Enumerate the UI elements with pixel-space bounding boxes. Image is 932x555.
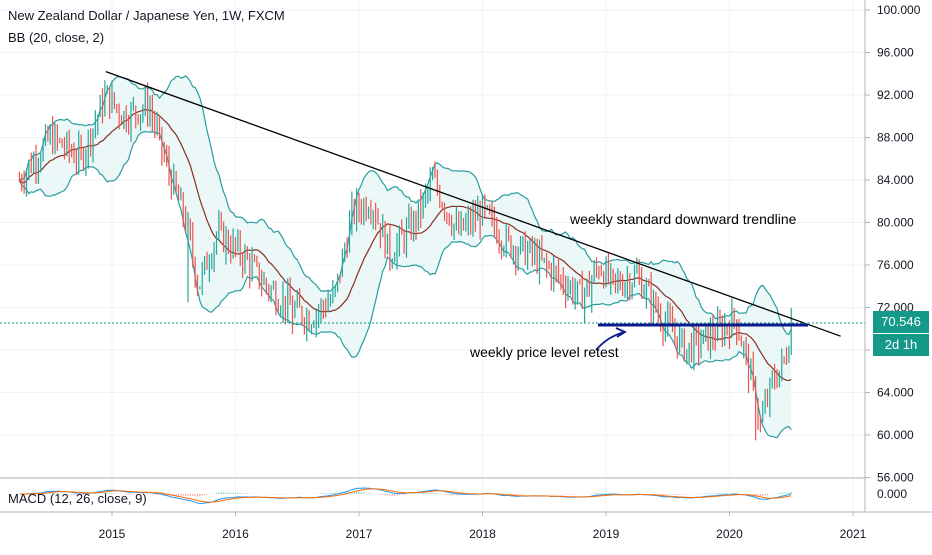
- price-axis-label: 76.000: [877, 258, 914, 272]
- candles[interactable]: [18, 80, 792, 441]
- price-axis-label: 84.000: [877, 173, 914, 187]
- time-axis-label: 2021: [840, 527, 867, 541]
- price-axis-label: 92.000: [877, 88, 914, 102]
- current-price-tag: 70.546: [873, 311, 929, 333]
- price-axis-label: 96.000: [877, 46, 914, 60]
- bollinger-bands: [18, 75, 792, 439]
- price-axis-label: 100.000: [877, 3, 921, 17]
- drawings[interactable]: weekly standard downward trendline weekly…: [0, 71, 865, 360]
- signal-line: [19, 488, 792, 503]
- downward-trendline: [105, 71, 841, 337]
- price-axis-label: 60.000: [877, 428, 914, 442]
- countdown-tag: 2d 1h: [873, 334, 929, 356]
- price-axis-label: 56.000: [877, 471, 914, 485]
- time-axis-label: 2020: [716, 527, 743, 541]
- retest-arrow-head: [615, 327, 627, 338]
- macd-pane: MACD (12, 26, close, 9): [8, 487, 792, 506]
- macd-axis-label: 0.000: [877, 487, 907, 501]
- time-axis-label: 2018: [469, 527, 496, 541]
- price-axis-label: 64.000: [877, 386, 914, 400]
- level-annotation: weekly price level retest: [469, 344, 619, 360]
- price-axis-label: 88.000: [877, 131, 914, 145]
- time-axis-label: 2017: [346, 527, 373, 541]
- bb-indicator-label[interactable]: BB (20, close, 2): [8, 30, 105, 45]
- retest-arrow: [595, 331, 625, 351]
- axes: 100.000 96.000 92.000 88.000 84.000 80.000 76.…: [0, 0, 932, 541]
- time-axis-label: 2019: [593, 527, 620, 541]
- macd-indicator-label: MACD (12, 26, close, 9): [8, 491, 147, 506]
- bb-fill: [19, 75, 792, 438]
- time-axis-label: 2016: [222, 527, 249, 541]
- price-axis-label: 80.000: [877, 216, 914, 230]
- time-axis-label: 2015: [99, 527, 126, 541]
- trendline-annotation: weekly standard downward trendline: [569, 211, 797, 227]
- symbol-title[interactable]: New Zealand Dollar / Japanese Yen, 1W, F…: [8, 8, 285, 23]
